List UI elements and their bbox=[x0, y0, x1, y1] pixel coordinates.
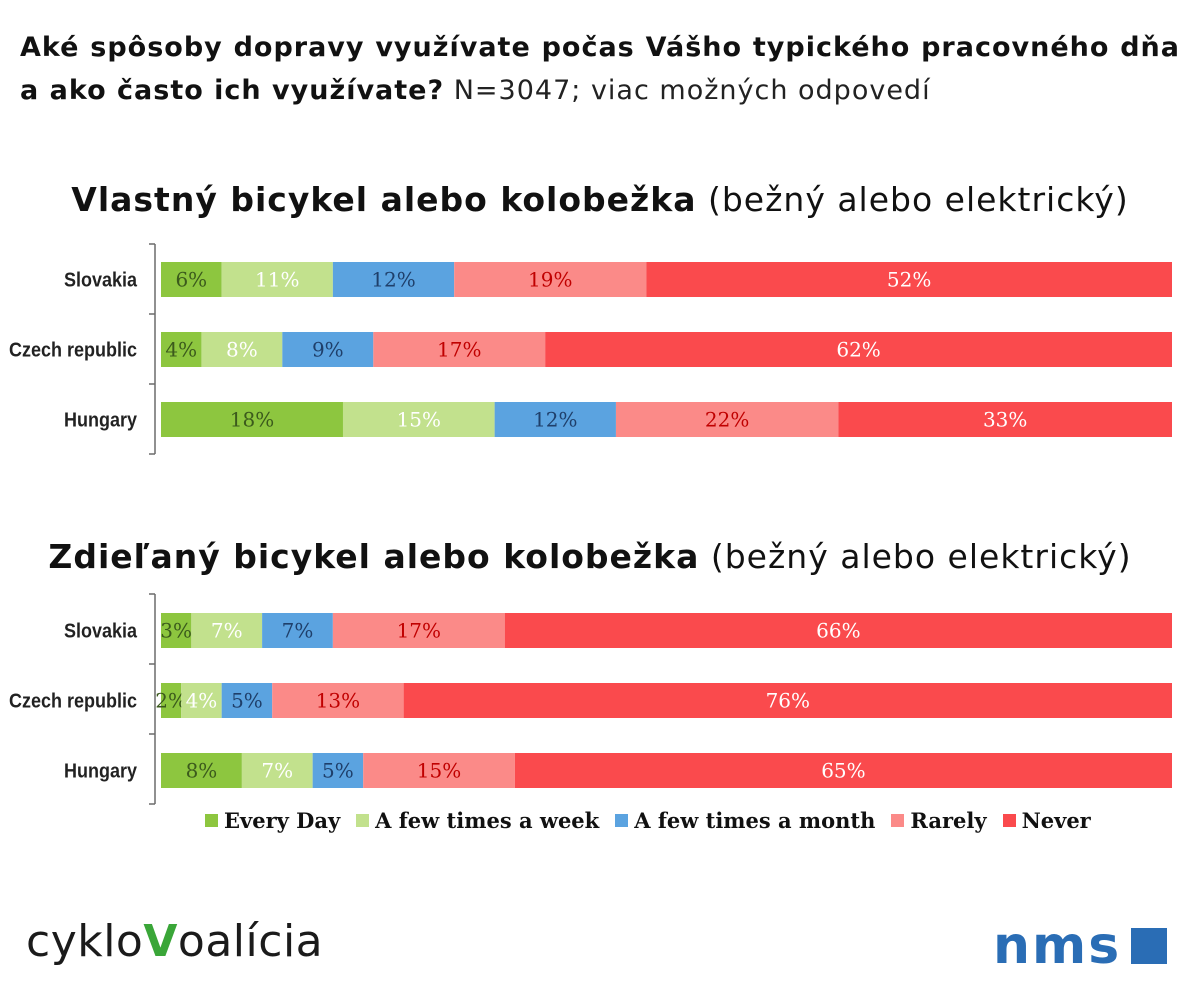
data-label: 65% bbox=[821, 759, 865, 783]
question-text: Aké spôsoby dopravy využívate počas Vášh… bbox=[20, 26, 1180, 112]
bar-segment bbox=[221, 683, 273, 718]
category-label: Slovakia bbox=[64, 621, 137, 643]
legend: Every Day A few times a week A few times… bbox=[205, 808, 1091, 833]
data-label: 19% bbox=[528, 268, 572, 292]
bar-segment bbox=[161, 613, 192, 648]
bar-segment bbox=[221, 262, 333, 297]
chart-2-title: Zdieľaný bicykel alebo kolobežka (bežný … bbox=[0, 537, 1190, 576]
bar-segment bbox=[373, 332, 546, 367]
data-label: 17% bbox=[437, 338, 481, 362]
bar-segment bbox=[494, 402, 616, 437]
bar-segment bbox=[514, 753, 1172, 788]
data-label: 15% bbox=[397, 408, 441, 432]
bar-segment bbox=[332, 613, 505, 648]
data-label: 3% bbox=[160, 619, 192, 643]
cyklokoalicia-logo: cykloVoalícia bbox=[26, 916, 324, 967]
data-label: 7% bbox=[261, 759, 293, 783]
nms-logo: nms bbox=[993, 916, 1168, 976]
data-label: 6% bbox=[175, 268, 207, 292]
data-label: 62% bbox=[836, 338, 880, 362]
bar-segment bbox=[282, 332, 374, 367]
data-label: 11% bbox=[255, 268, 299, 292]
data-label: 76% bbox=[766, 689, 810, 713]
data-label: 66% bbox=[816, 619, 860, 643]
data-label: 7% bbox=[282, 619, 314, 643]
legend-item-every-day: Every Day bbox=[205, 808, 340, 833]
bar-segment bbox=[504, 613, 1172, 648]
legend-item-rarely: Rarely bbox=[891, 808, 987, 833]
legend-item-few-times-month: A few times a month bbox=[615, 808, 875, 833]
bar-segment bbox=[161, 332, 202, 367]
question-sample-note: N=3047; viac možných odpovedí bbox=[444, 75, 931, 106]
question-bold: Aké spôsoby dopravy využívate počas Vášh… bbox=[20, 32, 1180, 106]
bar-segment bbox=[363, 753, 515, 788]
bar-segment bbox=[181, 683, 222, 718]
chart-2-plot: Slovakia 3% 7% 7% 17% 66%Czech republic 2%4% 5%… bbox=[9, 593, 1172, 805]
category-label: Czech republic bbox=[9, 691, 137, 713]
chart-1-title-light: (bežný alebo elektrický) bbox=[696, 180, 1129, 219]
category-label: Hungary bbox=[64, 410, 137, 432]
bar-segment bbox=[161, 402, 343, 437]
data-label: 12% bbox=[533, 408, 577, 432]
category-label: Czech republic bbox=[9, 340, 137, 362]
legend-item-never: Never bbox=[1002, 808, 1091, 833]
chart-1-title-bold: Vlastný bicykel alebo kolobežka bbox=[71, 180, 697, 219]
category-label: Hungary bbox=[64, 761, 137, 783]
legend-swatch-every-day bbox=[205, 814, 218, 827]
bar-segment bbox=[403, 683, 1172, 718]
data-label: 7% bbox=[211, 619, 243, 643]
data-label: 15% bbox=[417, 759, 461, 783]
bar-segment bbox=[545, 332, 1172, 367]
data-label: 13% bbox=[316, 689, 360, 713]
data-label: 9% bbox=[312, 338, 344, 362]
legend-swatch-few-times-month bbox=[615, 814, 629, 827]
data-label: 33% bbox=[983, 408, 1027, 432]
data-label: 5% bbox=[231, 689, 263, 713]
legend-label-every-day: Every Day bbox=[224, 808, 341, 833]
legend-swatch-few-times-week bbox=[356, 814, 370, 827]
data-label: 4% bbox=[165, 338, 197, 362]
category-label: Slovakia bbox=[64, 270, 137, 292]
bar-segment bbox=[272, 683, 404, 718]
legend-item-few-times-week: A few times a week bbox=[356, 808, 599, 833]
bar-segment bbox=[838, 402, 1172, 437]
bar-segment bbox=[161, 683, 182, 718]
bar-segment bbox=[646, 262, 1172, 297]
bar-segment bbox=[241, 753, 313, 788]
chart-1-title: Vlastný bicykel alebo kolobežka (bežný a… bbox=[0, 180, 1200, 219]
chart-2-title-light: (bežný alebo elektrický) bbox=[699, 537, 1132, 576]
legend-label-few-times-week: A few times a week bbox=[375, 808, 600, 833]
bar-segment bbox=[342, 402, 495, 437]
bar-segment bbox=[312, 753, 364, 788]
data-label: 5% bbox=[322, 759, 354, 783]
bar-segment bbox=[161, 262, 222, 297]
bar-segment bbox=[615, 402, 839, 437]
nms-logo-text: nms bbox=[993, 916, 1122, 976]
nms-logo-square bbox=[1131, 928, 1168, 964]
legend-label-rarely: Rarely bbox=[910, 808, 987, 833]
bar-segment bbox=[191, 613, 263, 648]
legend-label-never: Never bbox=[1021, 808, 1091, 833]
data-label: 17% bbox=[397, 619, 441, 643]
data-label: 12% bbox=[371, 268, 415, 292]
data-label: 8% bbox=[226, 338, 258, 362]
bar-segment bbox=[332, 262, 455, 297]
data-label: 8% bbox=[186, 759, 218, 783]
data-label: 52% bbox=[887, 268, 931, 292]
chart-2-title-bold: Zdieľaný bicykel alebo kolobežka bbox=[48, 537, 700, 576]
bar-segment bbox=[201, 332, 283, 367]
bar-segment bbox=[161, 753, 242, 788]
legend-swatch-never bbox=[1002, 814, 1016, 827]
legend-label-few-times-month: A few times a month bbox=[634, 808, 876, 833]
data-label: 4% bbox=[186, 689, 218, 713]
data-label: 22% bbox=[705, 408, 749, 432]
data-label: 18% bbox=[230, 408, 274, 432]
chart-1-plot: Slovakia 6% 11% 12% 19% 52% Czech republic 4% 8%… bbox=[9, 243, 1172, 455]
bar-segment bbox=[454, 262, 647, 297]
legend-swatch-rarely bbox=[891, 814, 905, 827]
bar-segment bbox=[262, 613, 333, 648]
